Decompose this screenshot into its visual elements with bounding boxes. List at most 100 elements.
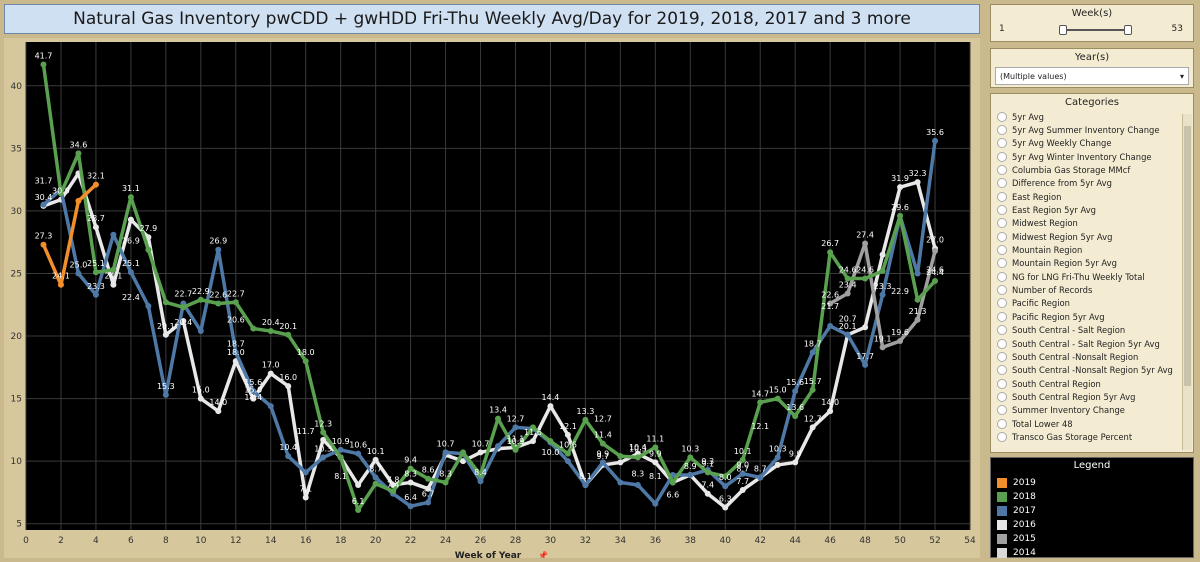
radio-icon[interactable] — [997, 165, 1007, 176]
categories-scrollbar[interactable] — [1182, 114, 1192, 450]
data-point-2017 — [127, 269, 134, 276]
data-label: 20.1 — [157, 322, 175, 331]
week-slider-start-handle[interactable] — [1059, 25, 1067, 35]
data-label: 15.6 — [244, 378, 262, 387]
data-label: 14.0 — [821, 398, 839, 407]
line-chart: 0 2 4 6 8 10 12 14 16 18 20 22 24 26 28 30 32 34 36 38 40 42 4… — [11, 42, 976, 558]
category-item[interactable]: South Central -Nonsalt Region — [997, 350, 1193, 363]
radio-icon[interactable] — [997, 391, 1007, 402]
category-item[interactable]: South Central Region — [997, 377, 1193, 390]
category-item[interactable]: South Central - Salt Region — [997, 324, 1193, 337]
radio-icon[interactable] — [997, 178, 1007, 189]
category-item[interactable]: Total Lower 48 — [997, 417, 1193, 430]
radio-icon[interactable] — [997, 151, 1007, 162]
category-item[interactable]: Mountain Region 5yr Avg — [997, 257, 1193, 270]
category-item[interactable]: Transco Gas Storage Percent — [997, 430, 1193, 443]
data-point-2018 — [757, 399, 764, 406]
data-point-2017 — [564, 458, 571, 465]
category-item[interactable]: South Central -Nonsalt Region 5yr Avg — [997, 364, 1193, 377]
category-item[interactable]: Difference from 5yr Avg — [997, 177, 1193, 190]
category-item[interactable]: Number of Records — [997, 283, 1193, 296]
categories-scroll-thumb[interactable] — [1184, 126, 1191, 386]
data-point-2017 — [250, 388, 257, 395]
radio-icon[interactable] — [997, 418, 1007, 429]
category-item[interactable]: Midwest Region — [997, 217, 1193, 230]
data-point-2018 — [110, 266, 117, 273]
data-label: 41.7 — [35, 52, 53, 61]
week-filter: Week(s) 1 53 — [990, 4, 1194, 42]
category-item[interactable]: Summer Inventory Change — [997, 404, 1193, 417]
x-tick-label: 40 — [720, 536, 732, 546]
data-label: 14.4 — [244, 393, 262, 402]
radio-icon[interactable] — [997, 338, 1007, 349]
category-item[interactable]: NG for LNG Fri-Thu Weekly Total — [997, 270, 1193, 283]
category-item[interactable]: East Region 5yr Avg — [997, 203, 1193, 216]
legend-item[interactable]: 2017 — [997, 504, 1193, 518]
data-point-2018 — [617, 453, 624, 460]
year-filter-title: Year(s) — [1074, 52, 1110, 63]
data-label: 12.1 — [559, 422, 577, 431]
week-slider[interactable]: 1 53 — [991, 19, 1193, 39]
data-label: 13.4 — [489, 406, 507, 415]
category-item[interactable]: Columbia Gas Storage MMcf — [997, 163, 1193, 176]
radio-icon[interactable] — [997, 311, 1007, 322]
legend-item[interactable]: 2015 — [997, 532, 1193, 546]
radio-icon[interactable] — [997, 378, 1007, 389]
chevron-down-icon[interactable]: ▾ — [1179, 71, 1184, 81]
data-label: 12.7 — [804, 414, 822, 423]
category-item[interactable]: Mountain Region — [997, 243, 1193, 256]
data-point-2018 — [792, 413, 799, 420]
legend-item[interactable]: 2019 — [997, 476, 1193, 490]
data-point-2017 — [827, 323, 834, 330]
category-item[interactable]: Pacific Region 5yr Avg — [997, 310, 1193, 323]
data-point-2018 — [180, 304, 187, 311]
radio-icon[interactable] — [997, 245, 1007, 256]
data-point-2015 — [879, 344, 886, 351]
radio-icon[interactable] — [997, 325, 1007, 336]
year-dropdown[interactable]: (Multiple values) ▾ — [995, 67, 1189, 85]
category-item[interactable]: East Region — [997, 190, 1193, 203]
data-point-2016 — [197, 395, 204, 402]
legend-item[interactable]: 2018 — [997, 490, 1193, 504]
data-point-2018 — [92, 269, 99, 276]
x-tick-label: 12 — [230, 536, 241, 546]
radio-icon[interactable] — [997, 365, 1007, 376]
radio-icon[interactable] — [997, 431, 1007, 442]
category-item[interactable]: 5yr Avg Weekly Change — [997, 137, 1193, 150]
category-item[interactable]: 5yr Avg Winter Inventory Change — [997, 150, 1193, 163]
data-point-2018 — [75, 150, 82, 157]
category-item[interactable]: South Central - Salt Region 5yr Avg — [997, 337, 1193, 350]
radio-icon[interactable] — [997, 351, 1007, 362]
radio-icon[interactable] — [997, 285, 1007, 296]
category-item[interactable]: South Central Region 5yr Avg — [997, 390, 1193, 403]
radio-icon[interactable] — [997, 191, 1007, 202]
category-item[interactable]: 5yr Avg Summer Inventory Change — [997, 123, 1193, 136]
category-item[interactable]: 5yr Avg — [997, 110, 1193, 123]
data-point-2018 — [407, 465, 414, 472]
data-label: 31.7 — [35, 177, 53, 186]
radio-icon[interactable] — [997, 205, 1007, 216]
data-label: 10.9 — [507, 437, 525, 446]
radio-icon[interactable] — [997, 111, 1007, 122]
week-slider-track[interactable] — [1061, 29, 1127, 31]
radio-icon[interactable] — [997, 218, 1007, 229]
category-label: 5yr Avg Winter Inventory Change — [1012, 151, 1152, 162]
radio-icon[interactable] — [997, 271, 1007, 282]
data-label: 15.0 — [244, 386, 262, 395]
radio-icon[interactable] — [997, 405, 1007, 416]
data-label: 27.0 — [926, 235, 944, 244]
week-slider-end-handle[interactable] — [1124, 25, 1132, 35]
data-point-2017 — [687, 471, 694, 478]
radio-icon[interactable] — [997, 298, 1007, 309]
category-item[interactable]: Midwest Region 5yr Avg — [997, 230, 1193, 243]
radio-icon[interactable] — [997, 231, 1007, 242]
data-label: 20.1 — [279, 322, 297, 331]
category-label: Summer Inventory Change — [1012, 405, 1125, 416]
radio-icon[interactable] — [997, 258, 1007, 269]
legend-item[interactable]: 2016 — [997, 518, 1193, 532]
legend-item[interactable]: 2014 — [997, 546, 1193, 560]
data-point-2017 — [232, 349, 239, 356]
category-item[interactable]: Pacific Region — [997, 297, 1193, 310]
radio-icon[interactable] — [997, 125, 1007, 136]
radio-icon[interactable] — [997, 138, 1007, 149]
